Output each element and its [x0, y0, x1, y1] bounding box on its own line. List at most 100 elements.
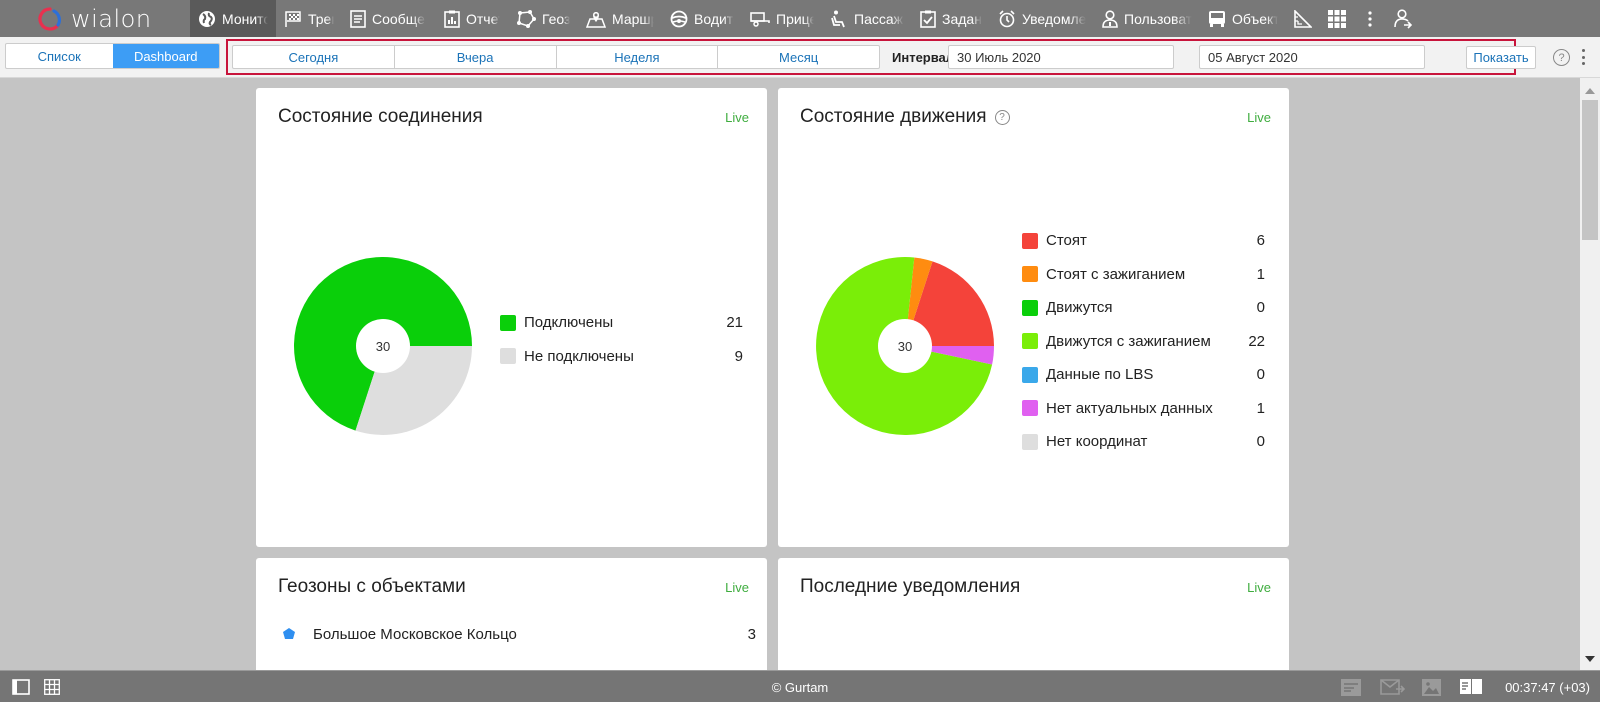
legend-value: 0	[1256, 299, 1265, 317]
legend-value: 1	[1256, 265, 1265, 283]
legend-value: 0	[1256, 366, 1265, 384]
pie-slice-stopped[interactable]	[905, 261, 994, 346]
image-icon[interactable]	[1422, 679, 1441, 696]
nav-messages[interactable]: Сообщения	[342, 0, 436, 37]
legend-item[interactable]: Движутся 0	[1022, 291, 1265, 325]
view-switcher: Список Dashboard	[5, 43, 220, 69]
nav-reports[interactable]: Отчеты	[436, 0, 508, 37]
scroll-up-arrow-icon[interactable]	[1585, 88, 1595, 94]
wialon-logo[interactable]: wialon	[0, 0, 190, 37]
live-badge: Live	[725, 580, 749, 595]
panel-layout-icon[interactable]	[12, 679, 30, 695]
measure-tool-button[interactable]	[1286, 0, 1320, 37]
nav-label: Треки	[308, 10, 334, 27]
legend-value: 21	[726, 314, 743, 332]
card-title: Последние уведомления	[800, 576, 1021, 597]
help-icon[interactable]: ?	[994, 109, 1010, 125]
legend-swatch	[1022, 366, 1038, 383]
flag-icon	[285, 10, 301, 27]
legend-item[interactable]: Данные по LBS 0	[1022, 358, 1265, 392]
user-logout-icon	[1394, 8, 1412, 29]
messages-panel-icon[interactable]	[1341, 679, 1361, 696]
server-time: 00:37:47 (+03)	[1505, 680, 1590, 695]
split-view-icon[interactable]	[1460, 679, 1482, 694]
route-map-icon	[586, 11, 606, 28]
alarm-clock-icon	[999, 9, 1015, 27]
period-month-button[interactable]: Месяц	[779, 49, 819, 65]
nav-tracks[interactable]: Треки	[276, 0, 342, 37]
period-week-button[interactable]: Неделя	[557, 46, 719, 68]
legend-item[interactable]: Стоят 6	[1022, 224, 1265, 258]
legend-label: Не подключены	[524, 347, 634, 365]
legend-item[interactable]: Нет координат 0	[1022, 425, 1265, 459]
legend-swatch	[1022, 232, 1038, 249]
nav-label: Геозоны	[542, 10, 570, 27]
nav-monitoring[interactable]: Мониторинг	[190, 0, 276, 37]
notifications-card: Последние уведомления Live	[778, 558, 1289, 670]
apps-grid-icon	[1328, 9, 1346, 28]
nav-geofences[interactable]: Геозоны	[508, 0, 578, 37]
geofence-pentagon-icon	[283, 628, 295, 639]
passenger-icon	[831, 10, 845, 27]
legend-swatch	[1022, 299, 1038, 316]
legend-item[interactable]: Не подключены 9	[500, 340, 743, 374]
nav-label: Маршруты	[612, 10, 654, 27]
trailer-icon	[750, 11, 770, 27]
task-checkbox-icon	[920, 10, 936, 28]
legend-label: Подключены	[524, 314, 614, 332]
legend-label: Нет актуальных данных	[1046, 399, 1213, 417]
legend-label: Нет координат	[1046, 433, 1148, 451]
nav-label: Пассажиры	[854, 10, 904, 27]
scroll-down-arrow-icon[interactable]	[1585, 656, 1595, 662]
ruler-triangle-icon	[1294, 9, 1312, 28]
nav-label: Пользователи	[1124, 10, 1192, 27]
legend-swatch	[1022, 266, 1038, 283]
period-yesterday-button[interactable]: Вчера	[395, 46, 557, 68]
nav-routes[interactable]: Маршруты	[578, 0, 662, 37]
grid-layout-icon[interactable]	[44, 679, 60, 695]
period-buttons: Сегодня Вчера Неделя Месяц	[232, 45, 880, 69]
legend-label: Стоят	[1046, 232, 1087, 250]
help-icon[interactable]: ?	[1553, 49, 1570, 66]
movement-legend: Стоят 6 Стоят с зажиганием 1 Движутся 0 Дви…	[1022, 224, 1265, 459]
tab-dashboard[interactable]: Dashboard	[112, 44, 219, 68]
nav-trailers[interactable]: Прицепы	[742, 0, 822, 37]
scroll-thumb[interactable]	[1582, 100, 1598, 240]
geofence-icon	[517, 9, 536, 28]
legend-item[interactable]: Движутся с зажиганием 22	[1022, 325, 1265, 359]
apps-grid-button[interactable]	[1320, 0, 1354, 37]
vertical-scrollbar[interactable]	[1580, 78, 1600, 670]
legend-item[interactable]: Нет актуальных данных 1	[1022, 392, 1265, 426]
globe-icon	[199, 10, 215, 27]
dashboard-content: Состояние соединения Live 30 Подключены …	[0, 78, 1580, 670]
nav-users[interactable]: Пользователи	[1094, 0, 1200, 37]
geofence-name: Большое Московское Кольцо	[313, 625, 517, 643]
legend-item[interactable]: Стоят с зажиганием 1	[1022, 258, 1265, 292]
card-title: Геозоны с объектами	[278, 576, 466, 597]
show-button[interactable]: Показать	[1466, 46, 1536, 69]
user-logout-button[interactable]	[1386, 0, 1420, 37]
mail-send-icon[interactable]	[1380, 679, 1406, 696]
messages-icon	[350, 9, 366, 28]
connection-legend: Подключены 21 Не подключены 9	[500, 306, 743, 373]
nav-label: Прицепы	[776, 10, 814, 27]
steering-wheel-icon	[670, 10, 688, 27]
legend-item[interactable]: Подключены 21	[500, 306, 743, 340]
live-badge: Live	[1247, 110, 1271, 125]
nav-drivers[interactable]: Водители	[662, 0, 742, 37]
toolbar-more-icon[interactable]	[1581, 49, 1585, 65]
tab-list[interactable]: Список	[37, 48, 81, 64]
nav-notifications[interactable]: Уведомления	[990, 0, 1094, 37]
nav-units[interactable]: Объекты	[1200, 0, 1286, 37]
geofence-row[interactable]: Большое Московское Кольцо 3	[282, 623, 756, 645]
date-from-input[interactable]: 30 Июль 2020	[948, 45, 1174, 69]
nav-tasks[interactable]: Задания	[912, 0, 990, 37]
period-today-button[interactable]: Сегодня	[233, 46, 395, 68]
nav-passengers[interactable]: Пассажиры	[822, 0, 912, 37]
legend-label: Движутся	[1046, 299, 1113, 317]
more-menu-button[interactable]	[1354, 0, 1386, 37]
legend-label: Движутся с зажиганием	[1046, 332, 1211, 350]
live-badge: Live	[725, 110, 749, 125]
legend-value: 9	[734, 347, 743, 365]
date-to-input[interactable]: 05 Август 2020	[1199, 45, 1425, 69]
